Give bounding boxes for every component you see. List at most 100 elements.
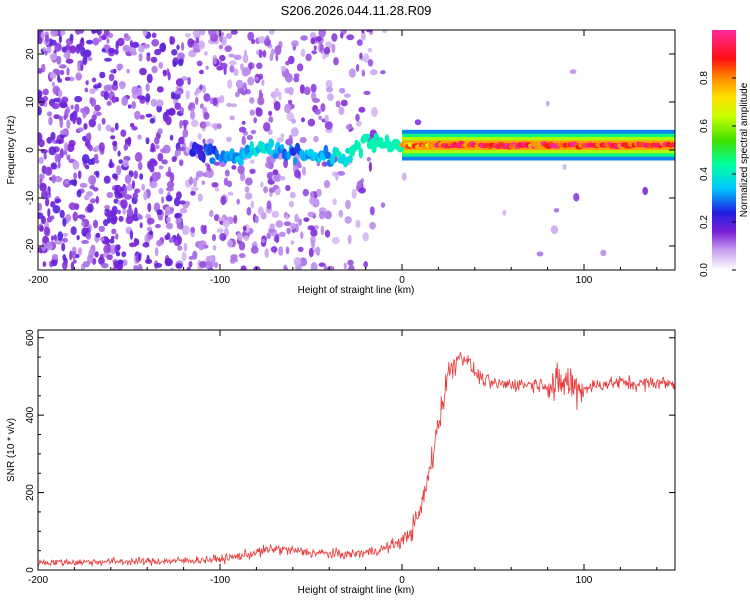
noise-speckle [253,117,258,124]
noise-speckle [226,136,232,142]
noise-speckle [151,32,157,39]
noise-speckle [198,69,204,75]
noise-speckle [246,134,254,141]
noise-speckle [276,137,284,143]
noise-speckle [73,172,78,180]
noise-speckle [150,98,158,107]
noise-speckle [170,267,174,270]
noise-speckle [562,164,567,170]
noise-speckle [81,240,89,244]
noise-speckle [185,90,190,100]
snr-series-line [38,351,675,567]
noise-speckle [190,119,199,128]
snr-y-tick-label: 400 [25,406,36,423]
noise-speckle [133,237,138,247]
ridge-blob [266,145,272,155]
noise-speckle [274,87,280,98]
noise-speckle [242,53,249,64]
spectrogram-y-tick-label: -20 [25,238,36,253]
noise-speckle [85,80,89,86]
noise-speckle [285,214,289,220]
colorbar-tick-label: 0.2 [699,215,710,229]
noise-speckle [121,251,127,258]
noise-speckle [110,215,118,223]
noise-speckle [117,209,121,215]
noise-speckle [74,103,80,114]
noise-speckle [346,34,355,41]
noise-speckle [146,54,151,62]
noise-speckle [77,43,82,50]
ridge-blob [268,138,274,149]
noise-speckle [167,71,171,81]
noise-speckle [112,173,118,180]
noise-speckle [202,138,206,144]
noise-speckle [72,115,76,125]
noise-speckle [205,65,209,70]
noise-speckle [307,118,316,127]
noise-speckle [325,79,333,89]
noise-speckle [344,216,352,224]
noise-speckle [168,237,174,243]
noise-speckle [63,52,70,59]
noise-speckle [299,84,305,94]
noise-speckle [200,224,205,233]
noise-speckle [51,235,54,242]
noise-speckle [169,36,176,45]
noise-speckle [203,51,208,56]
noise-speckle [151,39,160,47]
noise-speckle [62,217,67,227]
ridge-blob [195,144,204,152]
noise-speckle [255,107,262,113]
noise-speckle [146,217,155,225]
noise-speckle [195,174,199,181]
noise-speckle [103,90,110,101]
noise-speckle [141,183,146,191]
noise-speckle [315,36,322,42]
noise-speckle [38,89,43,99]
noise-speckle [155,224,161,229]
noise-speckle [38,156,44,164]
noise-speckle [138,44,145,53]
noise-speckle [66,119,71,129]
noise-speckle [268,187,276,193]
noise-speckle [536,251,544,257]
noise-speckle [104,57,112,62]
noise-speckle [324,114,329,122]
ridge-blob [293,157,298,165]
noise-speckle [89,198,96,204]
noise-speckle [75,253,80,259]
noise-speckle [158,215,163,221]
noise-speckle [310,262,318,270]
noise-speckle [86,203,94,213]
noise-speckle [81,221,85,227]
noise-speckle [293,257,302,267]
noise-speckle [313,45,317,51]
noise-speckle [48,116,53,126]
noise-speckle [333,57,339,66]
noise-speckle [250,159,255,164]
noise-speckle [157,128,163,135]
noise-speckle [285,246,290,255]
noise-speckle [323,180,331,189]
colorbar: 0.0 0.2 0.4 0.6 0.8 Normalized spectral ampl… [699,30,750,277]
noise-speckle [110,135,116,140]
noise-speckle [38,68,43,74]
noise-speckle [44,50,48,56]
noise-speckle [298,218,302,226]
noise-speckle [177,149,181,156]
noise-speckle [39,182,47,192]
noise-speckle [261,79,265,86]
noise-speckle [190,186,199,192]
noise-speckle [154,48,162,56]
noise-speckle [77,61,81,72]
noise-speckle [340,99,348,107]
noise-speckle [72,179,78,187]
noise-speckle [240,265,247,270]
noise-speckle [236,198,240,205]
noise-speckle [44,166,53,176]
noise-speckle [300,35,308,41]
noise-speckle [51,174,57,184]
noise-speckle [129,230,134,240]
noise-speckle [231,103,238,108]
noise-speckle [362,232,369,242]
